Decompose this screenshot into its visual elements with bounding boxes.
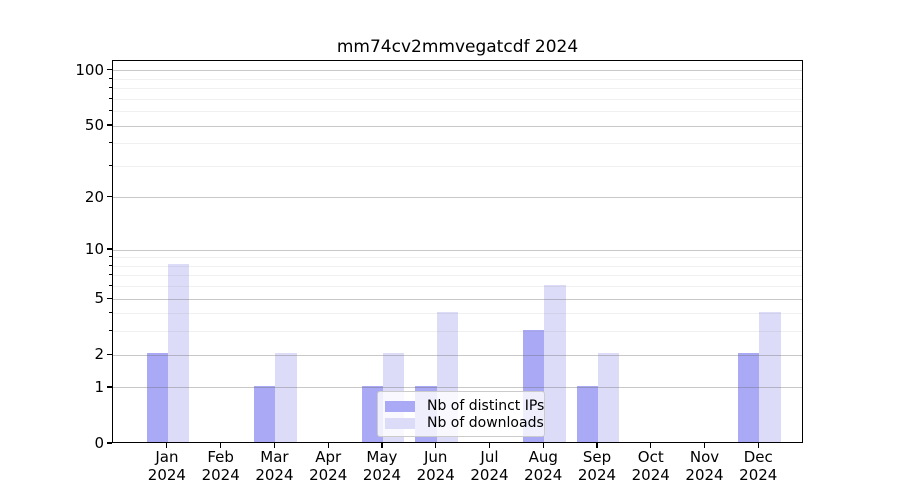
bar-downloads-jan [167,264,190,442]
y-tick-50 [107,124,112,126]
x-tick-label-jul: Jul 2024 [470,448,509,484]
bar-distinct-ips-mar [254,385,276,442]
x-tick-feb [220,443,222,448]
x-tick-label-aug: Aug 2024 [524,448,563,484]
y-tick-label-2: 2 [94,345,104,364]
x-tick-label-may: May 2024 [362,448,402,484]
legend-row-downloads: Nb of downloads [385,415,544,431]
y-tick-minor-90 [109,77,112,79]
x-tick-label-jan: Jan 2024 [147,448,186,484]
x-tick-nov [703,443,706,448]
x-tick-label-apr: Apr 2024 [309,448,348,484]
x-tick-apr [327,443,329,448]
x-tick-dec [757,443,759,448]
y-tick-label-0: 0 [94,434,104,452]
y-tick-0 [107,442,112,444]
bar-distinct-ips-jan [146,353,168,442]
y-tick-label-10: 10 [84,240,104,259]
x-tick-oct [650,443,652,448]
x-tick-mar [273,443,275,448]
x-tick-label-feb: Feb 2024 [201,448,240,484]
bar-distinct-ips-dec [737,353,760,442]
legend-row-distinct-ips: Nb of distinct IPs [385,398,544,414]
legend-swatch-downloads [385,417,415,429]
x-tick-jul [488,443,491,448]
y-tick-2 [107,353,112,355]
x-tick-label-oct: Oct 2024 [631,448,670,484]
plot-area [112,60,803,443]
y-tick-minor-7 [109,274,112,276]
y-tick-minor-9 [109,256,112,258]
chart-title: mm74cv2mmvegatcdf 2024 [336,37,579,57]
y-tick-minor-8 [109,264,112,266]
bar-downloads-aug [544,284,566,442]
x-tick-jun [435,443,437,448]
bars-layer [113,61,802,442]
y-tick-label-5: 5 [94,289,104,308]
y-tick-label-100: 100 [75,60,104,79]
y-tick-label-50: 50 [84,116,104,135]
y-tick-label-20: 20 [84,187,104,206]
x-tick-label-sep: Sep 2024 [577,448,617,484]
y-tick-1 [107,386,112,388]
y-tick-minor-80 [109,87,112,89]
bar-distinct-ips-sep [576,385,598,442]
y-tick-minor-40 [109,142,112,144]
y-tick-minor-30 [109,164,112,166]
x-tick-may [381,443,383,448]
y-tick-5 [107,297,112,299]
legend: Nb of distinct IPs Nb of downloads [377,391,545,437]
y-tick-minor-60 [109,110,112,112]
x-tick-aug [542,443,544,448]
legend-label-downloads: Nb of downloads [427,415,544,431]
y-tick-label-1: 1 [94,377,104,396]
y-tick-minor-4 [109,312,112,314]
bar-downloads-mar [275,353,297,442]
y-tick-minor-3 [109,330,112,332]
y-tick-20 [107,196,112,198]
legend-swatch-distinct-ips [385,400,415,412]
bar-downloads-sep [597,353,620,442]
y-tick-100 [107,69,112,71]
y-tick-minor-70 [109,97,112,99]
y-tick-10 [107,248,112,250]
y-tick-minor-6 [109,285,112,287]
x-tick-label-dec: Dec 2024 [739,448,778,484]
x-tick-sep [596,443,598,448]
x-tick-label-mar: Mar 2024 [255,448,294,484]
x-tick-label-jun: Jun 2024 [416,448,455,484]
x-tick-label-nov: Nov 2024 [685,448,724,484]
x-tick-jan [166,443,168,448]
bar-downloads-dec [759,311,781,442]
legend-label-distinct-ips: Nb of distinct IPs [427,398,545,414]
